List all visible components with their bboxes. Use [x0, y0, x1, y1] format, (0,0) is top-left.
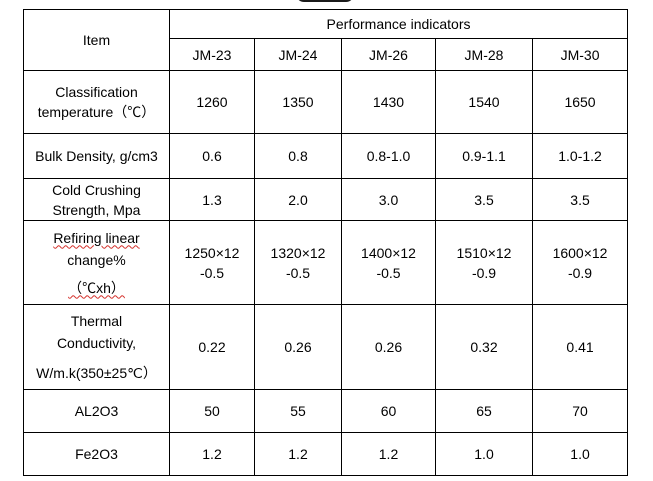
- row-label-line: change%: [67, 251, 126, 268]
- table-row: Classification temperature（℃） 1260 1350 …: [23, 70, 629, 134]
- item-header: Item: [23, 9, 170, 71]
- table-row: Cold Crushing Strength, Mpa 1.3 2.0 3.0 …: [23, 178, 629, 221]
- table-cell: 50: [169, 389, 255, 433]
- row-label-line: （℃xh）: [68, 279, 125, 296]
- header-row-models: JM-23 JM-24 JM-26 JM-28 JM-30: [24, 38, 629, 71]
- header-row-group: Item Performance indicators: [23, 9, 629, 71]
- row-label-line: Refiring linear: [53, 229, 140, 246]
- cell-line: -0.5: [199, 264, 225, 281]
- table-row: Refiring linear change% （℃xh） 1250×12 -0…: [23, 220, 629, 305]
- row-label: Classification temperature（℃）: [23, 70, 170, 134]
- table-cell: 0.6: [169, 133, 255, 179]
- table-row: Fe2O3 1.2 1.2 1.2 1.0 1.0: [23, 432, 629, 476]
- cell-line: 1250×12: [184, 244, 240, 261]
- row-label-line: W/m.k(350±25℃）: [36, 365, 157, 381]
- table-cell: 0.9-1.1: [435, 133, 533, 179]
- table-cell: 3.0: [341, 178, 436, 221]
- row-label: Bulk Density, g/cm3: [23, 133, 170, 179]
- cell-line: -0.5: [285, 264, 311, 281]
- cell-line: 1320×12: [270, 244, 326, 261]
- model-header: JM-30: [531, 38, 629, 71]
- table-cell: 55: [254, 389, 342, 433]
- cell-line: 1400×12: [361, 244, 416, 261]
- table-cell: 1430: [341, 70, 436, 134]
- model-header: JM-23: [169, 38, 255, 71]
- table-cell: 0.8: [254, 133, 342, 179]
- model-header: JM-28: [435, 38, 533, 71]
- row-label: Fe2O3: [23, 432, 170, 476]
- row-label: Refiring linear change% （℃xh）: [23, 220, 170, 305]
- table-cell: 1250×12 -0.5: [169, 220, 255, 305]
- table-cell: 1.0-1.2: [531, 133, 629, 179]
- row-label-line: Cold Crushing: [52, 181, 141, 198]
- table-row: Thermal Conductivity, W/m.k(350±25℃） 0.2…: [23, 304, 629, 390]
- row-label-line: Strength, Mpa: [52, 201, 141, 218]
- table-cell: 1510×12 -0.9: [435, 220, 533, 305]
- table-cell: 1400×12 -0.5: [341, 220, 436, 305]
- row-label: Cold Crushing Strength, Mpa: [23, 178, 170, 221]
- cell-line: -0.9: [471, 264, 497, 281]
- table-cell: 0.22: [169, 304, 255, 390]
- top-edge-graphic: [296, 0, 354, 2]
- cell-line: 1600×12: [552, 244, 608, 261]
- row-label-line: Classification: [55, 84, 138, 100]
- table-cell: 65: [435, 389, 533, 433]
- row-label-line: Conductivity,: [56, 335, 137, 351]
- table-cell: 1.2: [341, 432, 436, 476]
- table-cell: 1350: [254, 70, 342, 134]
- table-cell: 0.8-1.0: [341, 133, 436, 179]
- table-row: Bulk Density, g/cm3 0.6 0.8 0.8-1.0 0.9-…: [23, 133, 629, 179]
- row-label-line: temperature（℃）: [37, 104, 156, 120]
- table-cell: 1320×12 -0.5: [254, 220, 342, 305]
- table-cell: 3.5: [435, 178, 533, 221]
- model-header: JM-24: [254, 38, 342, 71]
- table-cell: 0.41: [531, 304, 629, 390]
- table-cell: 0.26: [341, 304, 436, 390]
- table-cell: 1540: [435, 70, 533, 134]
- table-row: AL2O3 50 55 60 65 70: [23, 389, 629, 433]
- row-label: AL2O3: [23, 389, 170, 433]
- cell-line: -0.9: [567, 264, 593, 281]
- table-cell: 1.3: [169, 178, 255, 221]
- performance-indicators-header: Performance indicators: [168, 9, 629, 39]
- table-cell: 1650: [531, 70, 629, 134]
- row-label-line: Thermal: [70, 313, 123, 329]
- table-cell: 3.5: [531, 178, 629, 221]
- table-cell: 60: [341, 389, 436, 433]
- table-cell: 70: [531, 389, 629, 433]
- cell-line: -0.5: [376, 264, 401, 281]
- table-cell: 1.0: [435, 432, 533, 476]
- row-label: Thermal Conductivity, W/m.k(350±25℃）: [23, 304, 170, 390]
- table-cell: 1260: [169, 70, 255, 134]
- table-cell: 0.32: [435, 304, 533, 390]
- performance-table: Item Performance indicators JM-23 JM-24 …: [23, 9, 629, 476]
- table-cell: 1.2: [254, 432, 342, 476]
- table-cell: 1.0: [531, 432, 629, 476]
- table-cell: 1600×12 -0.9: [531, 220, 629, 305]
- table-cell: 1.2: [169, 432, 255, 476]
- cell-line: 1510×12: [456, 244, 512, 261]
- table-cell: 2.0: [254, 178, 342, 221]
- table-cell: 0.26: [254, 304, 342, 390]
- model-header: JM-26: [341, 38, 436, 71]
